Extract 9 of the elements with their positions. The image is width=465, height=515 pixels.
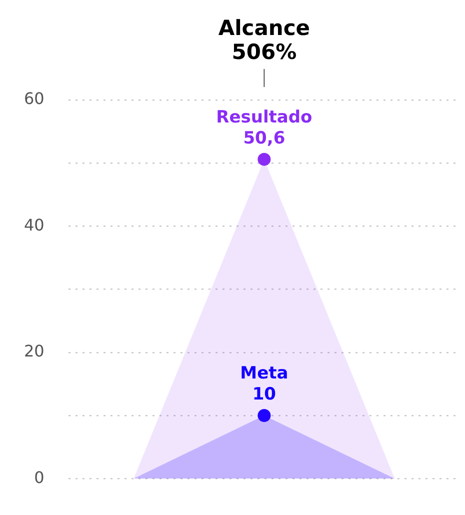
y-tick-label: 20 [24,342,44,361]
text: Alcance 506% [218,16,310,64]
y-tick-label: 0 [34,468,44,487]
y-tick-label: 40 [24,215,44,234]
data-label: 50,6 [243,128,286,148]
y-tick-label: 60 [24,89,44,108]
data-label: 10 [252,384,276,404]
text: Resultado [216,107,312,128]
series-label: Meta [240,364,288,384]
